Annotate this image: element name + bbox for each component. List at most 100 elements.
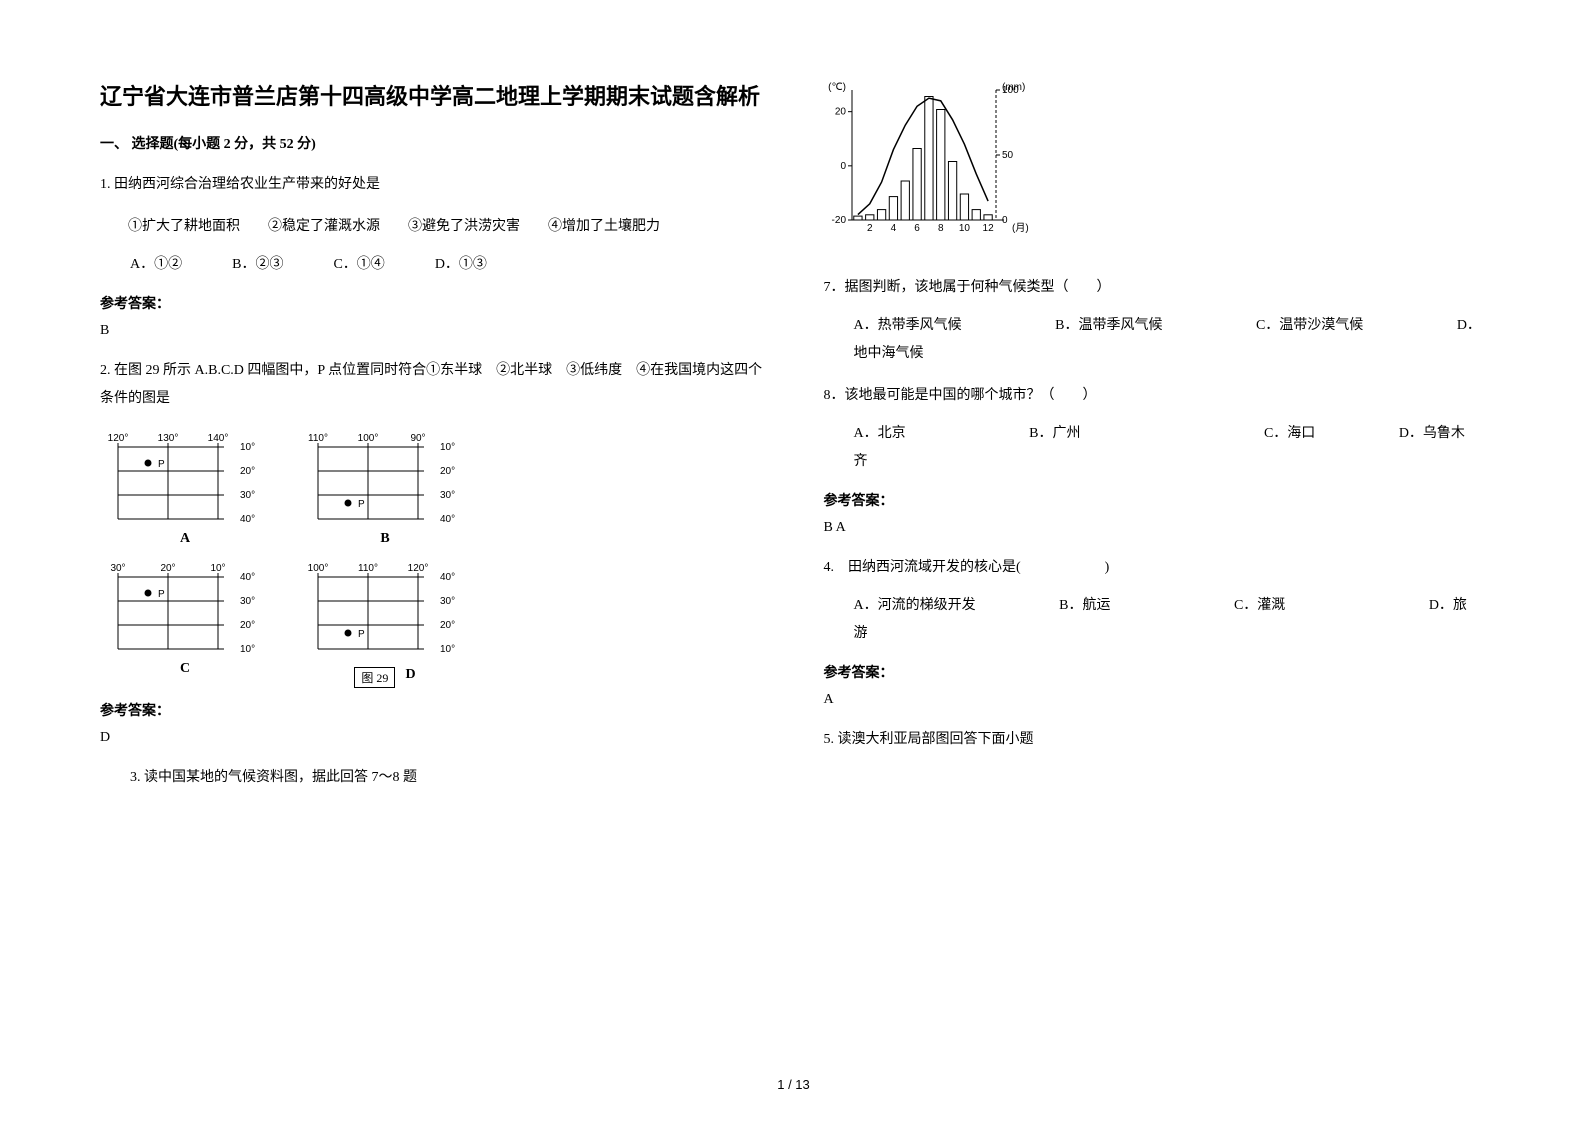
q7-opt-c: C．温带沙漠气候 <box>1256 318 1363 333</box>
climate-chart-svg: -2002005010024681012(月)(℃)(mm) <box>824 80 1054 255</box>
climate-chart-container: -2002005010024681012(月)(℃)(mm) <box>824 80 1488 260</box>
map-c-label: C <box>180 661 190 677</box>
q1-answer-label: 参考答案： <box>100 293 764 313</box>
svg-text:20°: 20° <box>440 620 455 631</box>
fig29-label: 图 29 <box>354 667 395 688</box>
svg-text:20°: 20° <box>240 466 255 477</box>
q8-opt-b: B．广州 <box>1029 426 1080 441</box>
svg-text:10: 10 <box>958 223 970 234</box>
q4-opt-b: B．航运 <box>1059 598 1110 613</box>
svg-text:20°: 20° <box>160 563 175 574</box>
question-8: 8．该地最可能是中国的哪个城市？（ ） A．北京 B．广州 C．海口 D．乌鲁木… <box>824 382 1488 476</box>
svg-text:110°: 110° <box>308 433 328 444</box>
q1-opt-a: A．①② <box>130 251 182 279</box>
section-heading: 一、 选择题(每小题 2 分，共 52 分) <box>100 133 764 153</box>
q1-opt-c: C．①④ <box>333 251 384 279</box>
map-b-label: B <box>380 531 389 547</box>
map-b-svg: 10° 20° 30° 40° 110° 100° 90° P <box>300 427 470 527</box>
q2-answer: D <box>100 730 764 746</box>
svg-text:10°: 10° <box>440 644 455 655</box>
svg-text:4: 4 <box>890 223 896 234</box>
svg-text:120°: 120° <box>408 563 429 574</box>
q1-opt-d: D．①③ <box>435 251 487 279</box>
svg-text:20°: 20° <box>240 620 255 631</box>
svg-text:-20: -20 <box>831 215 846 226</box>
q3-intro: 3. 读中国某地的气候资料图，据此回答 7～8 题 <box>130 764 764 792</box>
q78-answer-label: 参考答案： <box>824 490 1488 510</box>
svg-text:20: 20 <box>834 107 846 118</box>
svg-text:40°: 40° <box>440 572 455 583</box>
map-row-2: 40° 30° 20° 10° 30° 20° 10° P C 40° 30° 20° 10° 100… <box>100 557 764 688</box>
map-c-box: 40° 30° 20° 10° 30° 20° 10° P C <box>100 557 270 688</box>
q1-opt-b: B．②③ <box>232 251 283 279</box>
svg-text:30°: 30° <box>240 596 255 607</box>
svg-text:(mm): (mm) <box>1002 82 1025 93</box>
q8-opt-d: D．乌鲁木齐 <box>854 426 1465 469</box>
svg-text:P: P <box>358 629 365 640</box>
svg-text:130°: 130° <box>158 433 179 444</box>
q7-opt-a: A．热带季风气候 <box>854 318 962 333</box>
question-1: 1. 田纳西河综合治理给农业生产带来的好处是 ①扩大了耕地面积 ②稳定了灌溉水源… <box>100 171 764 279</box>
q4-opt-c: C．灌溉 <box>1234 598 1285 613</box>
svg-text:90°: 90° <box>410 433 425 444</box>
svg-text:8: 8 <box>937 223 943 234</box>
svg-text:30°: 30° <box>440 596 455 607</box>
map-d-svg: 40°30°20°10°100°110°120°P <box>300 557 470 657</box>
svg-text:50: 50 <box>1002 150 1014 161</box>
map-d-box: 40°30°20°10°100°110°120°P 图 29 D <box>300 557 470 688</box>
q4-answer: A <box>824 692 1488 708</box>
svg-text:120°: 120° <box>108 433 129 444</box>
question-5: 5. 读澳大利亚局部图回答下面小题 <box>824 726 1488 754</box>
q2-stem: 2. 在图 29 所示 A.B.C.D 四幅图中，P 点位置同时符合①东半球 ②… <box>100 363 762 406</box>
q8-opt-c: C．海口 <box>1264 426 1315 441</box>
svg-text:40°: 40° <box>240 572 255 583</box>
q4-answer-label: 参考答案： <box>824 662 1488 682</box>
svg-text:10°: 10° <box>240 442 255 453</box>
map-a-box: 10°20°30°40°120°130°140°P A <box>100 427 270 547</box>
svg-text:10°: 10° <box>210 563 225 574</box>
q4-opt-a: A．河流的梯级开发 <box>854 598 976 613</box>
svg-text:30°: 30° <box>110 563 125 574</box>
left-column: 辽宁省大连市普兰店第十四高级中学高二地理上学期期末试题含解析 一、 选择题(每小… <box>100 80 764 802</box>
svg-text:10°: 10° <box>240 644 255 655</box>
svg-text:10°: 10° <box>440 442 455 453</box>
q8-opt-a: A．北京 <box>854 426 906 441</box>
svg-text:(月): (月) <box>1012 222 1029 234</box>
svg-text:0: 0 <box>1002 215 1008 226</box>
svg-text:P: P <box>358 499 365 510</box>
page: 辽宁省大连市普兰店第十四高级中学高二地理上学期期末试题含解析 一、 选择题(每小… <box>0 0 1587 1122</box>
svg-text:100°: 100° <box>358 433 379 444</box>
question-2: 2. 在图 29 所示 A.B.C.D 四幅图中，P 点位置同时符合①东半球 ②… <box>100 357 764 413</box>
q8-stem: 8．该地最可能是中国的哪个城市？（ ） <box>824 382 1488 410</box>
svg-text:100°: 100° <box>308 563 329 574</box>
document-title: 辽宁省大连市普兰店第十四高级中学高二地理上学期期末试题含解析 <box>100 80 764 113</box>
svg-text:40°: 40° <box>440 514 455 525</box>
svg-text:140°: 140° <box>208 433 229 444</box>
q1-answer: B <box>100 323 764 339</box>
map-row-1: 10° 20° 30° 40° 120° 130° 140° P A 10° 20° 30° 40°… <box>100 427 764 547</box>
q7-opt-b: B．温带季风气候 <box>1055 318 1162 333</box>
q1-items: ①扩大了耕地面积 ②稳定了灌溉水源 ③避免了洪涝灾害 ④增加了土壤肥力 <box>100 213 764 241</box>
right-column: -2002005010024681012(月)(℃)(mm) 7．据图判断，该地… <box>824 80 1488 802</box>
svg-text:0: 0 <box>840 161 846 172</box>
svg-text:12: 12 <box>982 223 994 234</box>
svg-text:30°: 30° <box>440 490 455 501</box>
map-d-label: D <box>405 667 415 683</box>
question-4: 4. 田纳西河流域开发的核心是( ) A．河流的梯级开发 B．航运 C．灌溉 D… <box>824 554 1488 648</box>
svg-text:40°: 40° <box>240 514 255 525</box>
svg-text:P: P <box>158 589 165 600</box>
q7-options: A．热带季风气候 B．温带季风气候 C．温带沙漠气候 D．地中海气候 <box>854 312 1488 368</box>
q7-stem: 7．据图判断，该地属于何种气候类型（ ） <box>824 274 1488 302</box>
map-a-label: A <box>180 531 190 547</box>
q4-options: A．河流的梯级开发 B．航运 C．灌溉 D．旅游 <box>854 592 1488 648</box>
q4-stem: 4. 田纳西河流域开发的核心是( ) <box>824 554 1488 582</box>
question-7: 7．据图判断，该地属于何种气候类型（ ） A．热带季风气候 B．温带季风气候 C… <box>824 274 1488 368</box>
map-a-svg: 10°20°30°40°120°130°140°P <box>100 427 270 527</box>
svg-text:20°: 20° <box>440 466 455 477</box>
q78-answer: B A <box>824 520 1488 536</box>
two-column-layout: 辽宁省大连市普兰店第十四高级中学高二地理上学期期末试题含解析 一、 选择题(每小… <box>100 80 1487 802</box>
svg-text:2: 2 <box>866 223 872 234</box>
svg-text:6: 6 <box>914 223 920 234</box>
map-c-svg: 40° 30° 20° 10° 30° 20° 10° P <box>100 557 270 657</box>
map-b-box: 10° 20° 30° 40° 110° 100° 90° P B <box>300 427 470 547</box>
